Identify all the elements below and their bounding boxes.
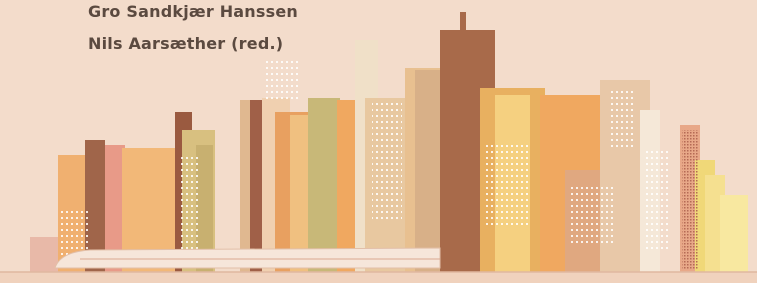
- building: [415, 70, 440, 275]
- book-cover: Gro Sandkjær Hanssen Nils Aarsæther (red…: [0, 0, 757, 283]
- building: [30, 237, 60, 275]
- author-name: Nils Aarsæther (red.): [88, 34, 283, 53]
- windows: [372, 100, 402, 220]
- windows: [265, 60, 300, 100]
- windows: [610, 90, 635, 150]
- train: [55, 248, 440, 268]
- windows: [180, 155, 200, 255]
- windows: [645, 150, 670, 250]
- ground: [0, 272, 757, 283]
- windows: [570, 185, 615, 245]
- windows: [485, 145, 530, 225]
- building: [720, 195, 748, 275]
- windows: [682, 130, 698, 270]
- author-name: Gro Sandkjær Hanssen: [88, 2, 298, 21]
